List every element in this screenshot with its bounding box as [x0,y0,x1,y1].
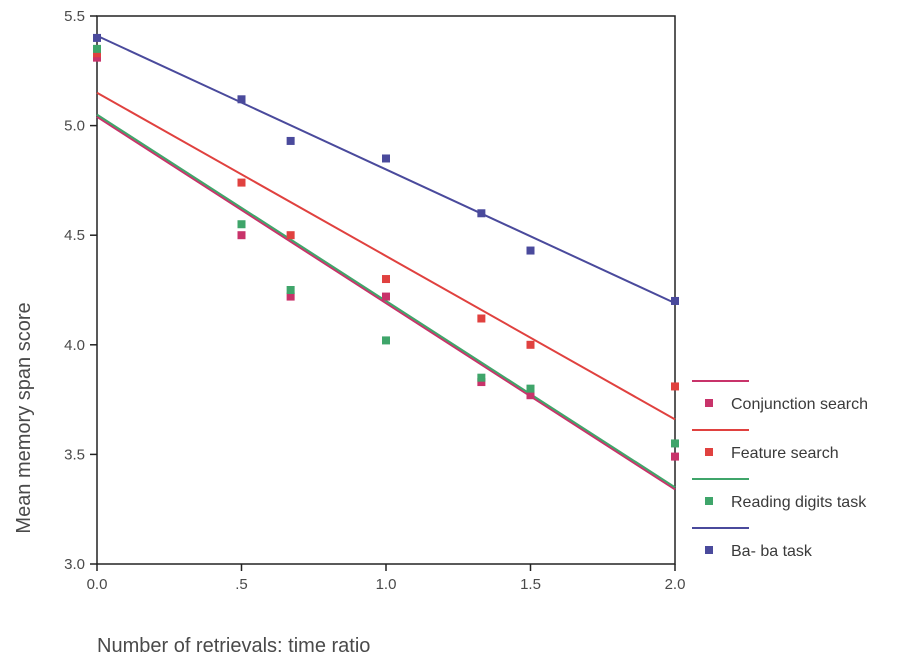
legend-marker [705,546,713,554]
data-point [526,391,535,400]
data-point [93,53,101,62]
data-point [237,220,246,229]
legend-marker [705,497,713,505]
x-axis-title: Number of retrievals: time ratio [97,635,370,657]
x-tick-label: 0.0 [87,576,108,593]
data-point [671,382,679,391]
trend-lines [96,34,676,491]
y-tick-label: 4.5 [64,227,85,244]
data-point [671,452,679,461]
data-point [526,384,535,393]
legend-label: Feature search [731,445,839,462]
data-point [671,296,679,305]
data-point [237,231,246,240]
data-point [286,231,295,240]
x-tick-label: 1.0 [376,576,397,593]
data-point [286,292,295,301]
data-point [286,286,295,294]
x-tick-label: 2.0 [665,576,686,593]
axes: 3.0 3.5 4.0 4.5 5.0 5.5 0.0 .5 1.0 1.5 2.0 [64,8,685,593]
data-point [477,378,486,387]
data-point [382,275,390,284]
data-point [93,33,101,42]
legend-marker [705,448,713,456]
legend-label: Reading digits task [731,494,867,511]
data-point [93,49,101,58]
plot-area [96,15,676,565]
data-point [526,340,535,349]
data-point [477,373,486,382]
data-point [477,209,486,218]
y-axis-title: Mean memory span score [13,302,35,533]
legend-marker [705,399,713,407]
x-tick-label: .5 [235,576,248,593]
legend-label: Ba- ba task [731,543,813,560]
data-point [671,439,679,448]
y-tick-label: 3.0 [64,556,85,573]
y-tick-label: 4.0 [64,337,85,354]
data-point [237,178,246,187]
legend-label: Conjunction search [731,396,868,413]
data-point [286,136,295,145]
y-tick-label: 5.0 [64,118,85,135]
x-tick-label: 1.5 [520,576,541,593]
trend-line [96,91,676,421]
y-tick-label: 3.5 [64,446,85,463]
data-point [237,95,246,104]
data-point [382,336,390,345]
data-point [477,314,486,323]
data-point [382,154,390,163]
data-point [526,246,535,255]
trend-line [96,113,676,489]
y-tick-label: 5.5 [64,8,85,25]
trend-line [96,34,676,305]
data-point [382,292,390,301]
legend: Conjunction search Feature search Reading … [692,380,868,560]
data-points [93,33,679,461]
plot-frame [96,15,676,565]
data-point [93,44,101,53]
trend-line [96,115,676,491]
